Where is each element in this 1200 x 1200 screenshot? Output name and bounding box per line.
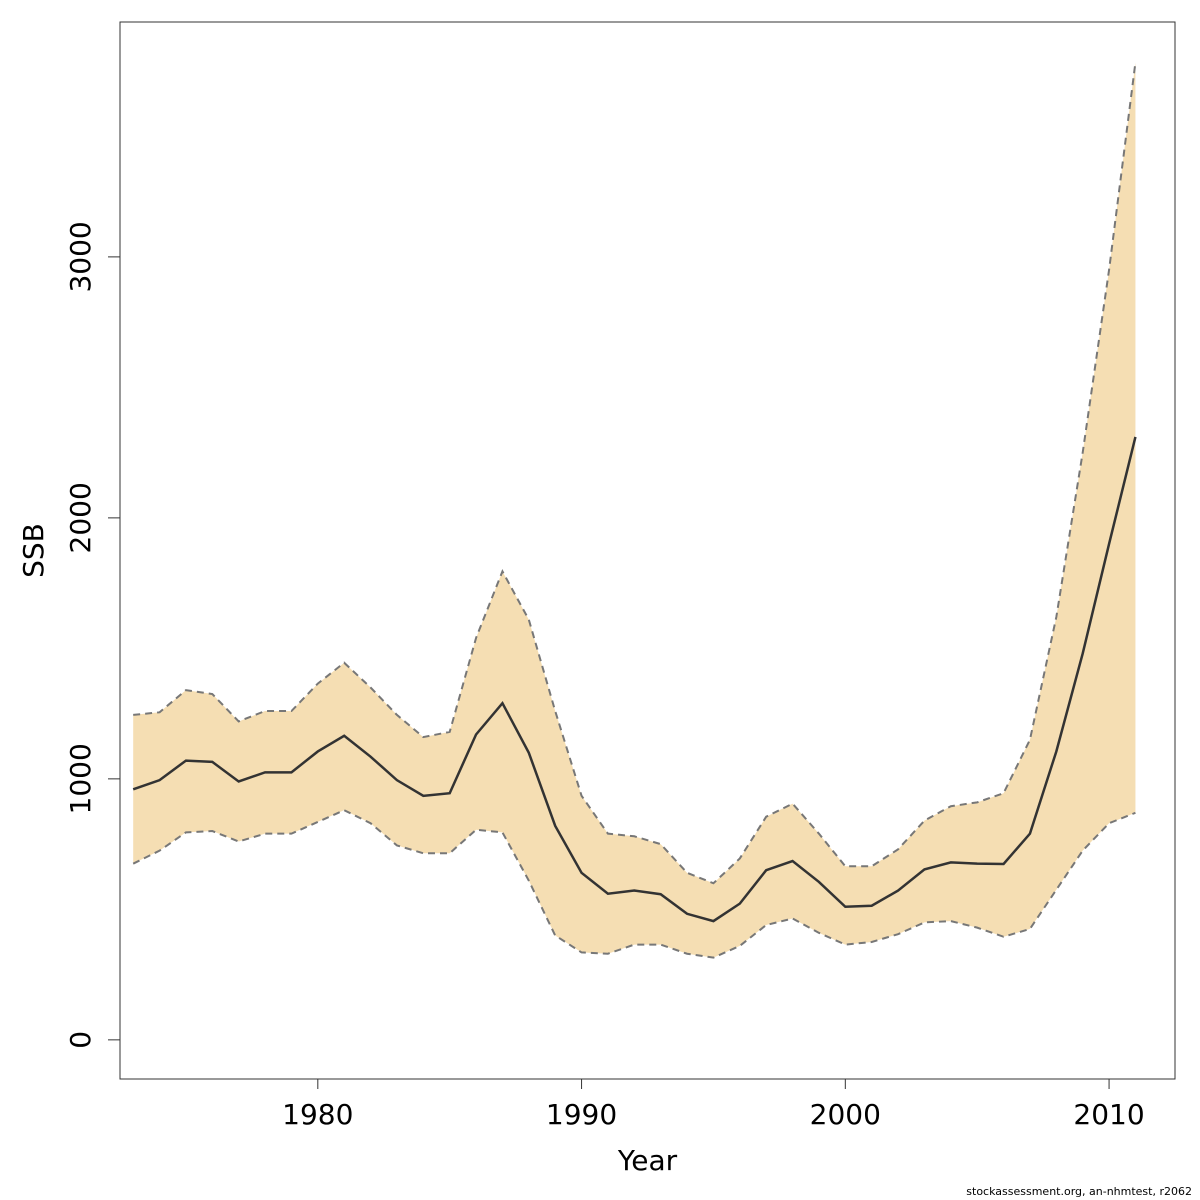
footer-credit: stockassessment.org, an-nhmtest, r2062 bbox=[966, 1185, 1192, 1198]
x-tick-label: 2010 bbox=[1073, 1098, 1144, 1131]
x-tick-label: 1990 bbox=[546, 1098, 617, 1131]
x-axis: 1980 1990 2000 2010 bbox=[282, 1079, 1145, 1131]
x-tick-label: 1980 bbox=[282, 1098, 353, 1131]
plot-frame bbox=[119, 21, 1176, 1080]
y-axis-label: SSB bbox=[17, 523, 50, 578]
y-tick-label: 2000 bbox=[64, 482, 97, 553]
y-tick-label: 3000 bbox=[64, 221, 97, 292]
y-axis: 0 1000 2000 3000 bbox=[64, 221, 120, 1049]
x-tick-label: 2000 bbox=[810, 1098, 881, 1131]
confidence-band-layer bbox=[133, 62, 1136, 958]
series-line-layer bbox=[132, 62, 1137, 959]
ssb-estimate-line bbox=[132, 436, 1137, 923]
y-tick-label: 0 bbox=[64, 1031, 97, 1049]
x-axis-label: Year bbox=[617, 1144, 678, 1177]
confidence-band bbox=[133, 62, 1136, 958]
lower-bound-line bbox=[132, 809, 1136, 959]
y-tick-label: 1000 bbox=[64, 743, 97, 814]
upper-bound-line bbox=[133, 62, 1137, 885]
